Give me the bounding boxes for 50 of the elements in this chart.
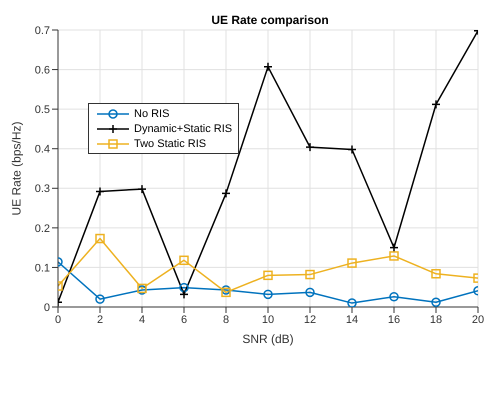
chart-title: UE Rate comparison	[211, 13, 329, 27]
y-tick-label: 0.3	[34, 183, 50, 196]
point	[347, 298, 357, 307]
x-tick-label: 20	[472, 314, 484, 326]
x-tick-label: 16	[388, 314, 400, 326]
point	[95, 234, 105, 244]
x-tick-label: 6	[180, 314, 188, 326]
x-axis-title: SNR (dB)	[242, 332, 294, 346]
point	[95, 186, 105, 196]
point	[263, 62, 273, 72]
y-tick-label: 0.7	[34, 24, 50, 37]
y-tick-label: 0.1	[34, 262, 50, 274]
x-tick-label: 0	[54, 314, 62, 326]
point	[179, 282, 189, 292]
point	[263, 270, 273, 280]
y-tick-label: 0.2	[34, 222, 50, 235]
point	[137, 184, 147, 194]
legend-label: Dynamic+Static RIS	[134, 122, 232, 134]
legend-label: No RIS	[134, 108, 170, 120]
x-tick-label: 8	[222, 314, 230, 326]
y-tick-label: 0.5	[34, 104, 50, 116]
point	[221, 288, 231, 298]
point	[431, 269, 441, 279]
point	[179, 256, 189, 266]
point	[305, 270, 315, 280]
point	[221, 188, 231, 198]
legend-label: Two Static RIS	[134, 138, 206, 150]
y-tick-label: 0.6	[34, 64, 50, 76]
point	[431, 298, 441, 307]
point	[179, 290, 189, 300]
x-tick-label: 10	[262, 314, 274, 326]
point	[389, 242, 399, 252]
point	[347, 144, 357, 154]
point	[389, 292, 399, 302]
x-tick-label: 2	[96, 314, 104, 326]
x-tick-label: 14	[346, 314, 358, 326]
x-tick-label: 18	[430, 314, 442, 326]
y-tick-label: 0	[44, 302, 50, 314]
point	[221, 285, 231, 295]
point	[263, 290, 273, 300]
point	[431, 100, 441, 110]
y-axis-title: UE Rate (bps/Hz)	[9, 121, 24, 216]
point	[347, 258, 357, 268]
point	[305, 288, 315, 298]
point	[95, 294, 105, 304]
x-tick-label: 12	[304, 314, 316, 326]
x-tick-label: 4	[138, 314, 146, 326]
point	[389, 251, 399, 261]
y-tick-label: 0.4	[34, 144, 50, 156]
point	[305, 142, 315, 152]
